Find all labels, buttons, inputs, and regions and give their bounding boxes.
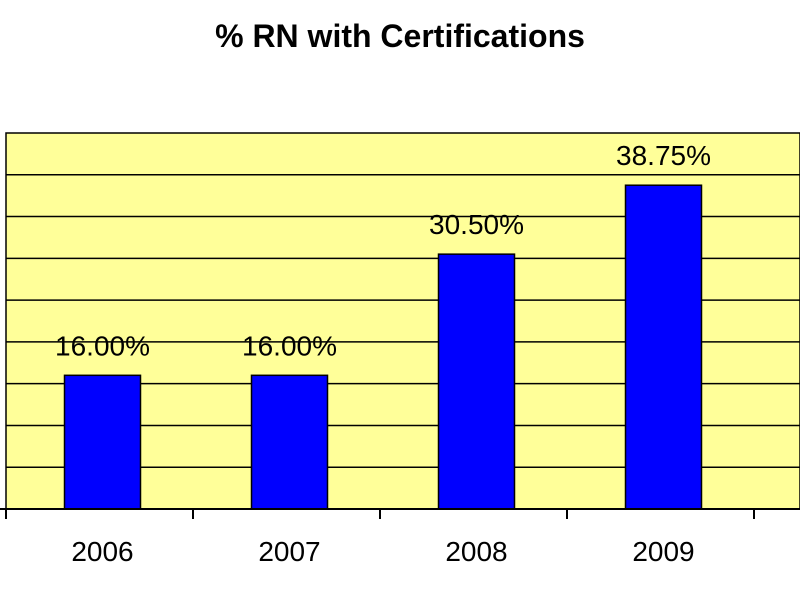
data-label-2009: 38.75% — [616, 140, 711, 171]
bar-2006 — [63, 374, 142, 510]
chart-title: % RN with Certifications — [215, 18, 585, 54]
x-tick-label-2008: 2008 — [445, 536, 507, 567]
data-label-2006: 16.00% — [55, 330, 150, 361]
bar-2009 — [624, 184, 703, 510]
x-axis: 2006 2007 2008 2009 — [0, 508, 800, 567]
x-tick-label-2009: 2009 — [632, 536, 694, 567]
bar-2007 — [250, 374, 329, 510]
data-label-2007: 16.00% — [242, 330, 337, 361]
x-tick-label-2006: 2006 — [71, 536, 133, 567]
bar-2008 — [437, 253, 516, 510]
data-labels: 16.00% 16.00% 30.50% 38.75% — [55, 140, 711, 361]
bars — [63, 184, 703, 510]
data-label-2008: 30.50% — [429, 209, 524, 240]
x-tick-label-2007: 2007 — [258, 536, 320, 567]
